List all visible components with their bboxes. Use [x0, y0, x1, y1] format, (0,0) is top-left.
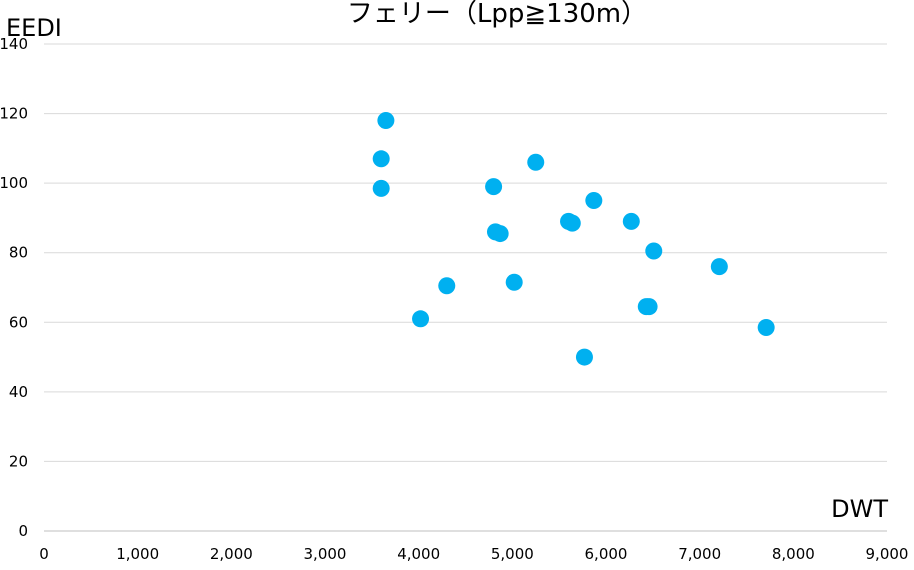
data-point — [412, 310, 430, 328]
y-tick-label: 100 — [0, 174, 28, 192]
x-tick-label: 6,000 — [585, 545, 628, 563]
data-point — [710, 258, 728, 276]
x-tick-label: 8,000 — [772, 545, 815, 563]
y-tick-label: 140 — [0, 35, 28, 53]
y-tick-label: 60 — [9, 313, 28, 331]
data-point — [585, 192, 603, 210]
y-tick-labels: 0 20 40 60 80 100 120 140 — [0, 35, 28, 540]
y-tick-label: 20 — [9, 452, 28, 470]
x-tick-label: 9,000 — [866, 545, 909, 563]
data-point — [372, 150, 390, 168]
gridlines — [44, 43, 887, 532]
x-tick-label: 4,000 — [397, 545, 440, 563]
x-tick-label: 2,000 — [210, 545, 253, 563]
y-tick-label: 120 — [0, 105, 28, 123]
x-tick-label: 1,000 — [116, 545, 159, 563]
x-tick-labels: 0 1,000 2,000 3,000 4,000 5,000 6,000 7,000 8,00… — [39, 545, 908, 563]
x-axis-label: DWT — [831, 495, 888, 523]
data-point — [485, 178, 503, 196]
y-axis-label: EEDI — [6, 14, 62, 42]
x-tick-label: 5,000 — [491, 545, 534, 563]
x-tick-label: 0 — [39, 545, 49, 563]
x-tick-label: 7,000 — [678, 545, 721, 563]
data-point — [527, 153, 545, 171]
data-point — [640, 298, 658, 316]
data-point — [377, 112, 395, 130]
y-tick-label: 40 — [9, 383, 28, 401]
data-point — [505, 273, 523, 291]
data-point — [645, 242, 663, 260]
data-points — [372, 112, 775, 366]
data-point — [491, 225, 509, 243]
data-point — [438, 277, 456, 295]
y-tick-label: 0 — [18, 522, 28, 540]
data-point — [372, 179, 390, 197]
y-tick-label: 80 — [9, 244, 28, 262]
data-point — [622, 212, 640, 230]
x-tick-label: 3,000 — [304, 545, 347, 563]
data-point — [575, 348, 593, 366]
data-point — [563, 214, 581, 232]
chart-title: フェリー（Lpp≧130m） — [347, 0, 647, 29]
data-point — [757, 319, 775, 337]
